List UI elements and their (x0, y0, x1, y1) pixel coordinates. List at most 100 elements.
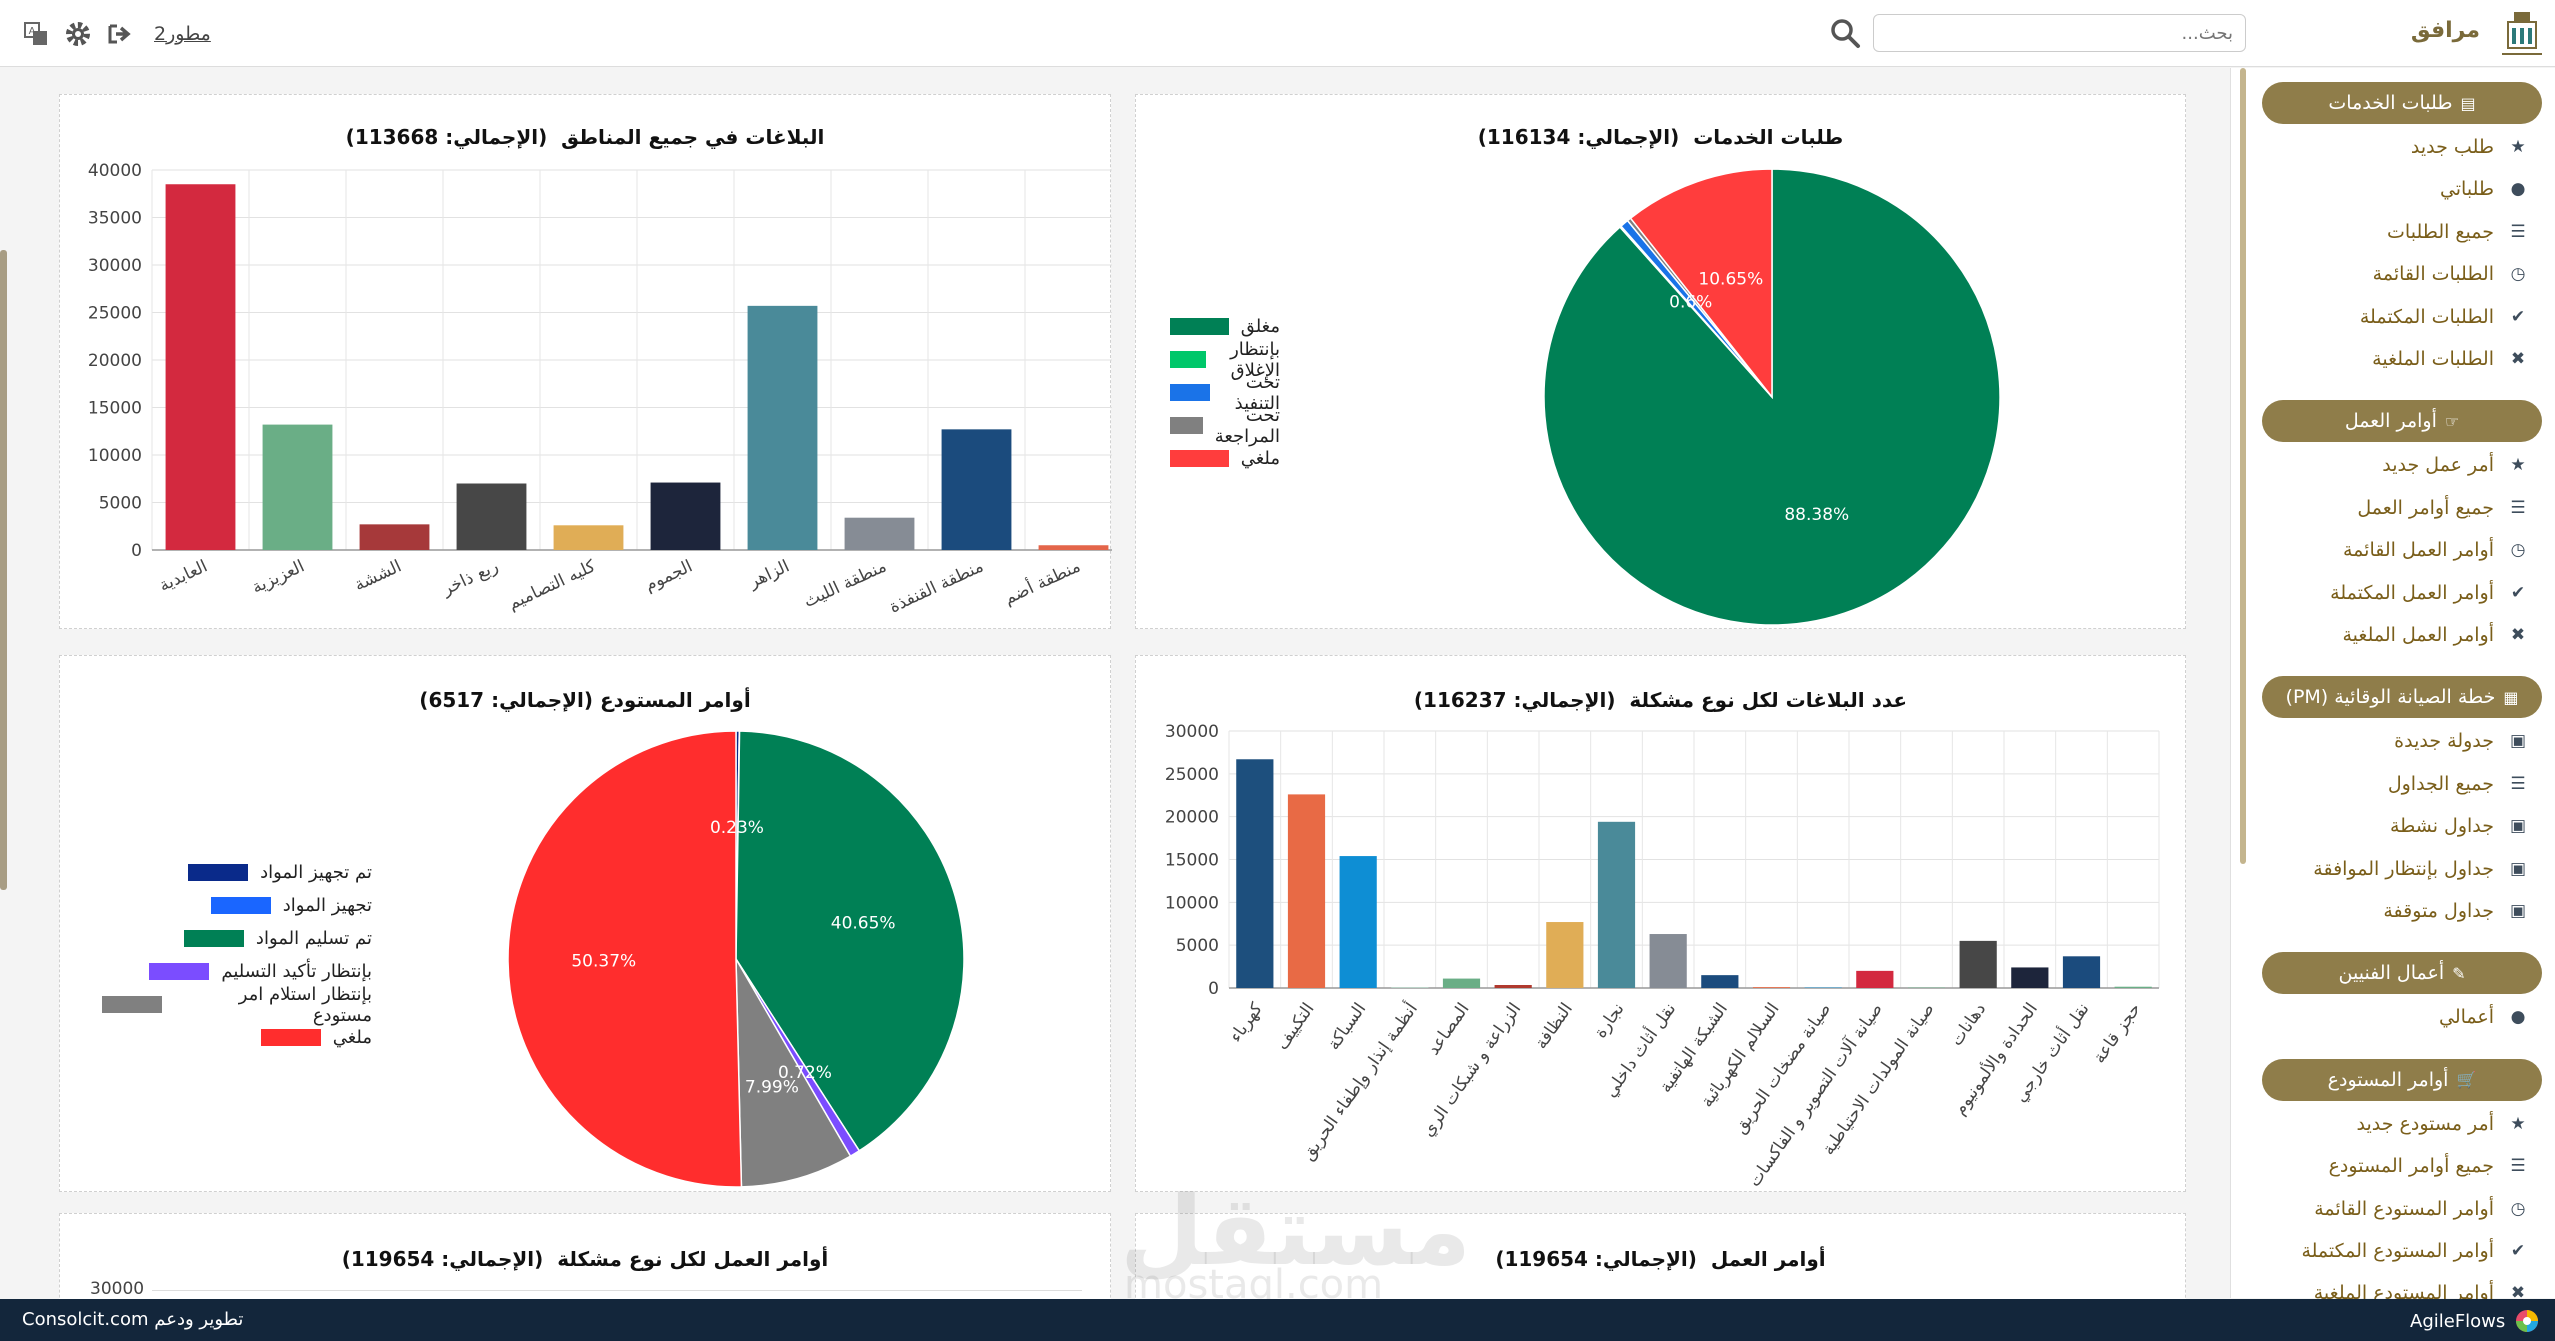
bar[interactable] (262, 424, 333, 550)
y-tick-label: 25000 (88, 304, 142, 324)
sidebar-item[interactable]: ✖ أوامر المستودع الملغية (2260, 1276, 2528, 1310)
sidebar-scrollbar[interactable] (2240, 68, 2246, 864)
y-tick-label: 35000 (88, 209, 142, 229)
y-tick-label: 30000 (90, 1279, 145, 1299)
bar[interactable] (1649, 934, 1687, 988)
legend-label: تم تسليم المواد (255, 928, 372, 949)
sidebar-item[interactable]: ◷ أوامر العمل القائمة (2260, 533, 2528, 567)
legend-item[interactable]: مغلق (1170, 310, 1280, 343)
sidebar-section-0[interactable]: ▤ طلبات الخدمات (2262, 82, 2542, 124)
gear-icon[interactable] (64, 20, 92, 48)
sidebar-section-title: أعمال الفنيين (2338, 962, 2445, 985)
legend-label: ملغي (1240, 448, 1280, 469)
x-tick-label: العابدية (156, 556, 210, 596)
sidebar-section-1[interactable]: ☞ أوامر العمل (2262, 400, 2542, 443)
legend-item[interactable]: ملغي (1170, 442, 1280, 475)
chart-title: أوامر العمل لكل نوع مشكلة (الإجمالي: 119… (341, 1247, 829, 1271)
bar[interactable] (553, 525, 624, 550)
sidebar-item[interactable]: ★ أمر عمل جديد (2260, 448, 2528, 482)
pie-slice[interactable] (735, 958, 852, 1188)
bar[interactable] (1442, 978, 1481, 988)
sidebar-item[interactable]: ▣ جداول بإنتظار الموافقة (2260, 852, 2528, 886)
search-icon[interactable] (1828, 16, 1862, 50)
calendar-clock-icon: ▣ (2509, 858, 2527, 879)
sidebar-item[interactable]: ★ أمر مستودع جديد (2260, 1107, 2528, 1141)
sidebar-item[interactable]: ▣ جداول نشطة (2260, 809, 2528, 843)
sidebar-item[interactable]: ◷ أوامر المستودع القائمة (2260, 1192, 2528, 1226)
y-tick-label: 15000 (1165, 851, 1219, 871)
legend-item[interactable]: بإنتظار استلام امر مستودع (102, 984, 372, 1026)
legend-item[interactable]: بإنتظار تأكيد التسليم (102, 955, 372, 988)
sidebar-item[interactable]: ✔ أوامر المستودع المكتملة (2260, 1234, 2528, 1268)
sidebar-item[interactable]: ★ طلب جديد (2260, 130, 2528, 164)
bar[interactable] (1597, 821, 1636, 988)
bar[interactable] (1391, 987, 1429, 988)
sidebar-item[interactable]: ☰ جميع أوامر المستودع (2260, 1149, 2528, 1183)
sidebar-item[interactable]: ▣ جداول متوقفة (2260, 894, 2528, 928)
bar[interactable] (2114, 986, 2152, 988)
sidebar-item[interactable]: ✔ أوامر العمل المكتملة (2260, 576, 2528, 610)
sidebar-item[interactable]: ✔ الطلبات المكتملة (2260, 300, 2528, 334)
bar[interactable] (1701, 975, 1739, 988)
bar[interactable] (844, 517, 915, 550)
sidebar-item[interactable]: ◷ الطلبات القائمة (2260, 257, 2528, 291)
bar[interactable] (1546, 922, 1584, 988)
y-tick-label: 30000 (1165, 722, 1219, 742)
legend-item[interactable]: تحت التنفيذ (1170, 372, 1280, 414)
bar[interactable] (747, 305, 818, 550)
x-tick-label: كهرباء (1226, 999, 1268, 1047)
sidebar-item[interactable]: ✖ الطلبات الملغية (2260, 342, 2528, 376)
bar[interactable] (650, 482, 721, 550)
bar[interactable] (1752, 987, 1791, 988)
sidebar-item[interactable]: ☰ جميع أوامر العمل (2260, 491, 2528, 525)
sidebar-item[interactable]: ▣ جدولة جديدة (2260, 724, 2528, 758)
app-brand[interactable]: مرافق (2410, 18, 2480, 43)
legend-item[interactable]: تحت المراجعة (1170, 405, 1280, 447)
legend-swatch (183, 930, 244, 947)
main-scrollbar[interactable] (0, 250, 7, 890)
bar[interactable] (1959, 940, 1997, 988)
search-input[interactable] (1873, 14, 2246, 52)
sidebar-item[interactable]: ✖ أوامر العمل الملغية (2260, 618, 2528, 652)
logout-icon[interactable] (106, 20, 134, 48)
legend-item[interactable]: تم تجهيز المواد (102, 856, 372, 889)
legend-item[interactable]: ملغي (102, 1021, 372, 1054)
pie-slice[interactable] (735, 730, 965, 1152)
bar[interactable] (165, 184, 236, 550)
sidebar-item-label: جميع أوامر العمل (2357, 496, 2494, 519)
bar[interactable] (1038, 545, 1109, 550)
bar[interactable] (2062, 956, 2101, 988)
bar[interactable] (456, 483, 527, 551)
star-icon: ★ (2510, 1113, 2526, 1134)
bar[interactable] (1494, 985, 1532, 988)
sidebar-section-3[interactable]: ✎ أعمال الفنيين (2262, 952, 2542, 995)
legend-item[interactable]: تم تسليم المواد (102, 922, 372, 955)
x-tick-label: السباكة (1324, 999, 1371, 1054)
user-link[interactable]: مطور2 (154, 23, 211, 45)
bar[interactable] (1236, 759, 1274, 988)
sidebar-section-2[interactable]: ▦ خطة الصيانة الوقائية (PM) (2262, 676, 2542, 719)
sidebar-section-title: أوامر المستودع (2327, 1068, 2449, 1091)
sidebar-item[interactable]: ● طلباتي (2260, 172, 2528, 206)
legend-item[interactable]: بإنتظار الإغلاق (1170, 339, 1280, 381)
bar[interactable] (1339, 856, 1377, 988)
sidebar-item[interactable]: ☰ جميع الجداول (2260, 767, 2528, 801)
slice-label: 40.65% (831, 914, 896, 934)
sidebar-item[interactable]: ● أعمالي (2260, 1000, 2528, 1034)
chart-title: عدد البلاغات لكل نوع مشكلة (الإجمالي: 11… (1413, 688, 1908, 712)
bar[interactable] (2011, 967, 2049, 988)
slice-label: 50.37% (571, 952, 636, 972)
sidebar-section-4[interactable]: 🛒 أوامر المستودع (2262, 1058, 2542, 1101)
bar[interactable] (941, 429, 1012, 550)
x-tick-label: ربع ذاخر (438, 556, 501, 600)
pie-slice[interactable] (1629, 168, 1773, 400)
footer-credit[interactable]: تطوير ودعم Consolcit.com (22, 1309, 244, 1330)
footer-product[interactable]: AgileFlows (2410, 1310, 2506, 1332)
pie-slice[interactable] (507, 730, 743, 1188)
legend-item[interactable]: تجهيز المواد (102, 889, 372, 922)
bar[interactable] (1856, 970, 1894, 988)
bar[interactable] (359, 524, 430, 550)
translate-icon[interactable]: A (22, 20, 50, 48)
bar[interactable] (1287, 794, 1326, 988)
sidebar-item[interactable]: ☰ جميع الطلبات (2260, 215, 2528, 249)
